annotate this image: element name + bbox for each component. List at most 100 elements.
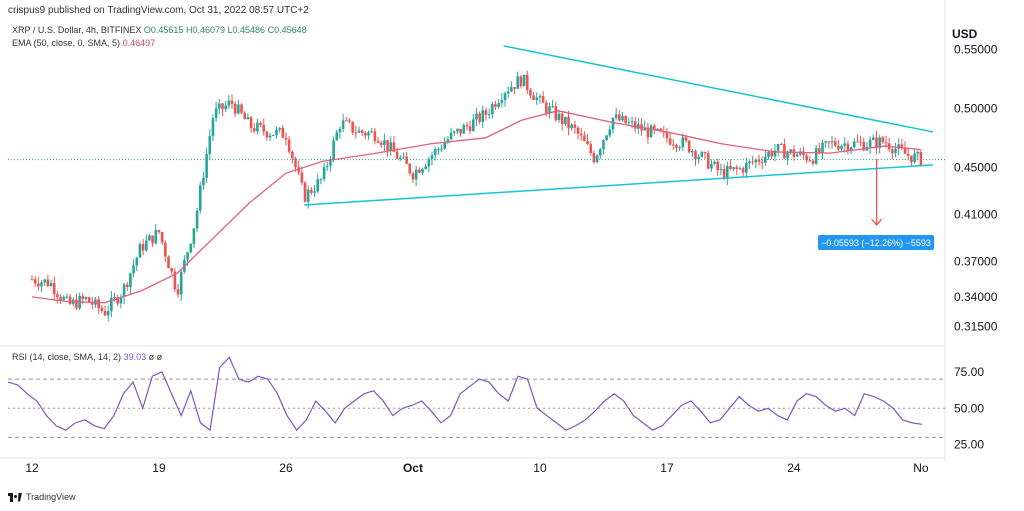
candle-body xyxy=(395,151,399,159)
candle-body xyxy=(151,235,154,244)
candle-body xyxy=(821,142,824,153)
candle-body xyxy=(170,268,173,272)
candle-body xyxy=(570,124,574,129)
candle-body xyxy=(802,151,805,156)
candle-body xyxy=(760,161,764,163)
candle-body xyxy=(360,130,364,133)
candle-body xyxy=(913,153,916,163)
candle-body xyxy=(33,279,37,284)
candle-body xyxy=(843,143,847,146)
candle-body xyxy=(230,100,234,104)
x-tick-label: 10 xyxy=(533,461,547,475)
ema-value: 0.46497 xyxy=(122,38,156,48)
candle-body xyxy=(208,136,212,155)
candle-body xyxy=(608,129,612,136)
candle-body xyxy=(748,161,751,163)
footer-brand: TradingView xyxy=(8,492,76,502)
measure-arrowhead xyxy=(871,218,883,227)
candle-body xyxy=(789,149,793,153)
candle-body xyxy=(316,179,320,192)
candle-body xyxy=(579,133,583,136)
candle-body xyxy=(833,141,837,146)
candle-body xyxy=(345,120,348,122)
candle-body xyxy=(894,148,897,154)
candle-body xyxy=(122,284,126,298)
candle-body xyxy=(106,311,110,316)
candle-body xyxy=(303,182,307,202)
candle-body xyxy=(68,296,72,304)
candle-body xyxy=(37,283,40,287)
candle-body xyxy=(81,296,85,299)
candle-body xyxy=(827,141,831,143)
candle-body xyxy=(389,142,393,151)
candle-body xyxy=(808,160,812,162)
y-tick-label: 0.41000 xyxy=(954,207,998,221)
candle-body xyxy=(729,165,732,169)
candle-body xyxy=(125,284,129,288)
candle-body xyxy=(567,116,570,129)
candle-body xyxy=(592,153,596,163)
candle-body xyxy=(548,106,551,113)
currency-label: USD xyxy=(952,27,978,41)
candle-body xyxy=(846,143,850,151)
rsi-legend: RSI (14, close, SMA, 14, 2) 39.03 ø ø xyxy=(12,352,162,362)
candle-body xyxy=(738,168,742,170)
candle-body xyxy=(221,103,224,110)
candle-body xyxy=(386,140,389,151)
publish-header: crispus9 published on TradingView.com, O… xyxy=(8,5,309,16)
candle-body xyxy=(522,74,526,87)
y-tick-label: 0.34000 xyxy=(954,290,998,304)
candle-body xyxy=(875,137,878,149)
x-tick-label: 19 xyxy=(152,461,166,475)
x-tick-label: 17 xyxy=(660,461,674,475)
candle-body xyxy=(348,120,351,122)
open-value: O0.45615 xyxy=(143,25,184,35)
candle-body xyxy=(767,151,770,157)
symbol-label: XRP / U.S. Dollar, 4h, BITFINEX xyxy=(12,25,142,35)
candle-body xyxy=(618,114,621,121)
candle-body xyxy=(700,152,704,157)
candle-body xyxy=(675,145,678,148)
candle-body xyxy=(506,91,510,94)
candle-body xyxy=(491,104,494,115)
candle-body xyxy=(138,243,142,258)
candle-body xyxy=(262,124,266,132)
candle-body xyxy=(252,128,256,132)
candle-body xyxy=(573,124,577,128)
rsi-value: 39.03 xyxy=(123,352,147,362)
candle-body xyxy=(402,156,405,158)
candle-body xyxy=(408,163,412,174)
candle-body xyxy=(411,173,415,180)
candle-body xyxy=(668,138,672,145)
candle-body xyxy=(306,189,310,202)
candle-body xyxy=(697,156,700,160)
candle-body xyxy=(224,105,227,110)
candle-body xyxy=(560,113,564,125)
rsi-y-tick-label: 75.00 xyxy=(954,365,984,379)
rsi-y-tick-label: 25.00 xyxy=(954,438,984,452)
candle-body xyxy=(265,131,269,138)
candle-body xyxy=(751,161,754,163)
candle-body xyxy=(256,122,259,132)
candle-body xyxy=(418,169,421,173)
candle-body xyxy=(776,144,780,151)
candle-body xyxy=(818,148,821,153)
candle-body xyxy=(310,189,313,193)
candle-body xyxy=(811,160,815,164)
candle-body xyxy=(341,120,345,129)
candle-body xyxy=(195,210,199,229)
candle-body xyxy=(884,142,888,144)
x-tick-label: Oct xyxy=(403,461,423,475)
candle-body xyxy=(586,140,589,145)
candle-body xyxy=(792,149,796,157)
candle-body xyxy=(678,147,681,149)
candle-body xyxy=(119,297,123,304)
candle-body xyxy=(475,113,478,120)
candle-body xyxy=(62,297,66,301)
candle-body xyxy=(551,106,554,108)
candle-body xyxy=(468,126,472,132)
candle-body xyxy=(278,127,281,130)
candle-body xyxy=(710,163,713,169)
candle-body xyxy=(271,135,275,137)
